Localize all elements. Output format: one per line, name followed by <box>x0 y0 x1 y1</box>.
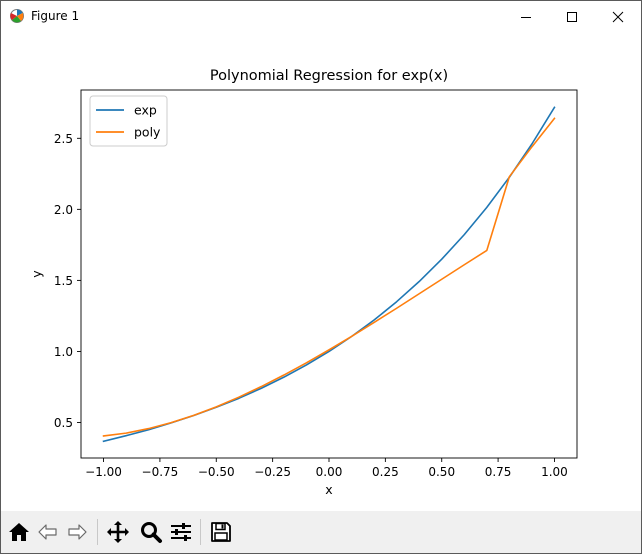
legend-label-exp: exp <box>134 103 157 118</box>
save-button[interactable] <box>207 518 235 546</box>
home-button[interactable] <box>5 518 33 546</box>
y-axis-label: y <box>29 270 44 278</box>
legend-box <box>89 95 168 147</box>
zoom-button[interactable] <box>137 518 165 546</box>
x-tick-label: 0.50 <box>428 465 455 479</box>
home-icon <box>9 523 29 541</box>
chart: Polynomial Regression for exp(x) −1.00 −0.… <box>29 68 578 497</box>
y-tick-label: 1.0 <box>54 345 73 359</box>
move-arrows-icon <box>107 521 129 543</box>
y-tick-label: 0.5 <box>54 416 73 430</box>
close-button[interactable] <box>595 1 641 32</box>
x-tick-label: −0.25 <box>254 465 291 479</box>
floppy-disk-icon <box>211 522 231 542</box>
pan-button[interactable] <box>104 518 132 546</box>
navigation-toolbar <box>1 511 641 553</box>
forward-button[interactable] <box>63 518 91 546</box>
figure-canvas[interactable]: Polynomial Regression for exp(x) −1.00 −0.… <box>1 32 641 511</box>
legend-label-poly: poly <box>134 125 161 140</box>
close-icon <box>612 11 624 22</box>
window-title: Figure 1 <box>31 9 80 23</box>
arrow-right-icon <box>68 524 87 540</box>
sliders-icon <box>171 523 191 541</box>
chart-title: Polynomial Regression for exp(x) <box>210 68 448 84</box>
maximize-button[interactable] <box>549 1 595 32</box>
x-tick-label: −1.00 <box>85 465 122 479</box>
x-axis-label: x <box>325 482 332 497</box>
magnifier-icon <box>141 522 162 543</box>
y-tick-label: 2.0 <box>54 203 73 217</box>
x-tick-label: −0.75 <box>142 465 179 479</box>
series-line-poly <box>102 117 556 437</box>
x-tick-label: −0.50 <box>198 465 235 479</box>
arrow-left-icon <box>38 524 57 540</box>
back-button[interactable] <box>34 518 62 546</box>
x-tick-label: 0.75 <box>485 465 512 479</box>
title-bar[interactable]: Figure 1 <box>1 1 641 32</box>
y-tick-label: 2.5 <box>54 132 73 146</box>
y-tick-label: 1.5 <box>54 274 73 288</box>
minimize-icon <box>521 16 531 18</box>
x-tick-label: 0.25 <box>372 465 399 479</box>
configure-subplots-button[interactable] <box>167 518 195 546</box>
toolbar-separator <box>200 519 201 545</box>
series-line-exp <box>102 106 556 443</box>
matplotlib-logo-icon <box>9 8 25 24</box>
minimize-button[interactable] <box>503 1 549 32</box>
maximize-icon <box>567 11 577 22</box>
x-tick-label: 1.00 <box>541 465 568 479</box>
toolbar-separator <box>97 519 98 545</box>
x-tick-label: 0.00 <box>316 465 343 479</box>
